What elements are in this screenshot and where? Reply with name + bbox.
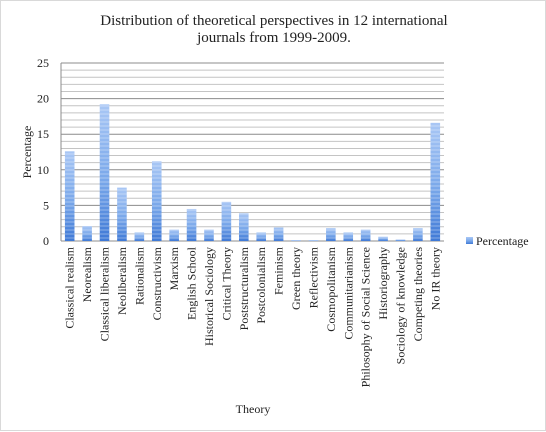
y-tick-label: 15	[37, 127, 49, 141]
bar-texture	[82, 226, 92, 241]
bar-texture	[343, 232, 354, 241]
bar-texture	[273, 227, 284, 241]
y-axis-label: Percentage	[20, 126, 34, 179]
y-tick-label: 5	[43, 198, 49, 212]
bar-texture	[239, 213, 249, 241]
x-tick-label: Neorealism	[80, 246, 94, 302]
bar-texture	[99, 104, 110, 242]
legend-label: Percentage	[476, 234, 529, 248]
y-tick-label: 0	[43, 234, 49, 248]
bar-texture	[64, 151, 75, 241]
x-tick-label: Philosophy of Social Science	[359, 247, 373, 387]
bar-texture	[360, 229, 371, 241]
legend: Percentage	[466, 234, 529, 248]
chart-title-line-1: Distribution of theoretical perspectives…	[100, 13, 447, 29]
y-tick-label: 20	[37, 92, 49, 106]
bar-texture	[413, 228, 423, 241]
x-tick-label: English School	[185, 246, 199, 320]
chart-title-line-2: journals from 1999-2009.	[196, 30, 351, 46]
legend-swatch	[466, 237, 473, 244]
x-tick-label: Reflectivism	[306, 246, 320, 308]
x-tick-label: Sociology of knowledge	[393, 247, 407, 364]
bar-texture	[326, 228, 336, 241]
bar-texture	[186, 208, 197, 241]
bar-texture	[169, 229, 179, 241]
x-tick-labels: Classical realism Neorealism Classical lib…	[63, 246, 443, 387]
bar-texture	[308, 240, 319, 241]
x-tick-label: Historical Sociology	[202, 247, 216, 346]
x-tick-label: Marxism	[167, 246, 181, 290]
x-tick-label: Poststructuralism	[237, 246, 251, 330]
bar-texture	[256, 232, 266, 241]
x-axis-label: Theory	[236, 402, 271, 416]
bar-texture	[134, 232, 145, 241]
x-tick-label: Competing theories	[411, 247, 425, 342]
x-tick-label: Classical liberalism	[98, 246, 112, 341]
x-tick-label: Neoliberalism	[115, 246, 129, 315]
x-tick-label: Feminism	[272, 246, 286, 295]
x-tick-label: Cosmopolitanism	[324, 246, 338, 331]
y-tick-labels: 0 5 10 15 20 25	[37, 56, 49, 248]
x-tick-label: Communitarianism	[341, 246, 355, 339]
y-tick-label: 25	[37, 56, 49, 70]
y-tick-label: 10	[37, 163, 49, 177]
x-tick-label: Rationalism	[132, 246, 146, 305]
x-tick-label: Constructivism	[150, 246, 164, 320]
bar-texture	[117, 187, 127, 241]
bar-texture	[395, 239, 406, 241]
x-tick-label: Historiography	[376, 247, 390, 320]
x-tick-label: Classical realism	[63, 246, 77, 328]
bar-texture	[378, 236, 388, 241]
bar-texture	[151, 161, 162, 241]
bar-texture	[291, 240, 301, 241]
x-tick-label: No IR theory	[428, 247, 442, 310]
bar-texture	[430, 122, 441, 241]
bars	[64, 104, 441, 242]
bar-texture	[204, 229, 214, 241]
x-tick-label: Postcolonialism	[254, 246, 268, 323]
x-tick-label: Critical Theory	[219, 247, 233, 320]
x-tick-label: Green theory	[289, 247, 303, 310]
bar-texture	[221, 201, 232, 241]
